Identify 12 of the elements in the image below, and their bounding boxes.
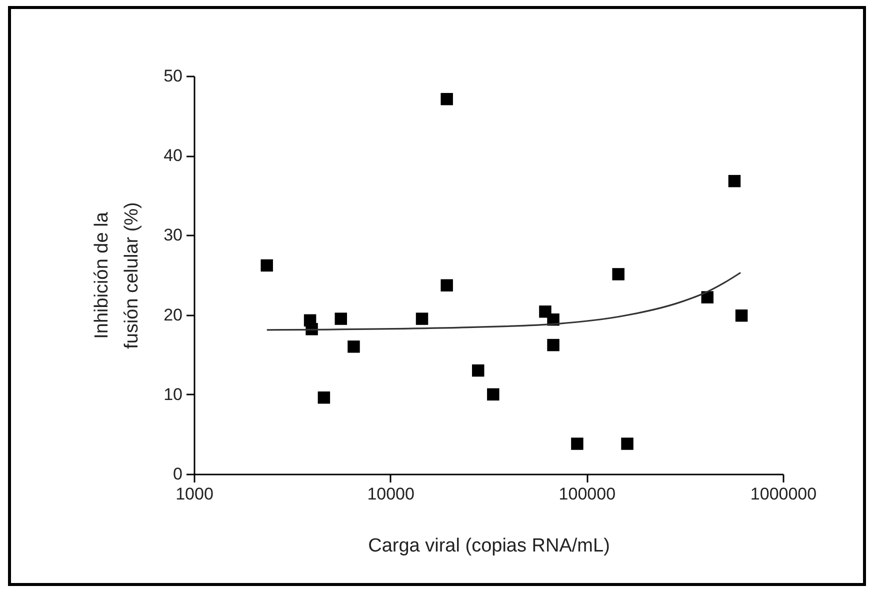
y-tick-label: 40	[164, 146, 182, 166]
x-tick-label: 10000	[367, 484, 414, 504]
y-tick-label: 10	[164, 384, 182, 404]
x-axis-title: Carga viral (copias RNA/mL)	[368, 536, 610, 556]
x-tick-label: 1000	[176, 484, 214, 504]
y-tick-label: 30	[164, 226, 182, 245]
y-axis-title: Inhibición de la fusión celular (%)	[92, 202, 143, 349]
x-tick-label: 1000000	[750, 484, 817, 504]
y-tick-label: 0	[173, 464, 182, 484]
y-tick-label: 50	[164, 66, 182, 86]
y-tick-label: 20	[164, 305, 182, 324]
x-tick-label: 100000	[558, 484, 616, 504]
